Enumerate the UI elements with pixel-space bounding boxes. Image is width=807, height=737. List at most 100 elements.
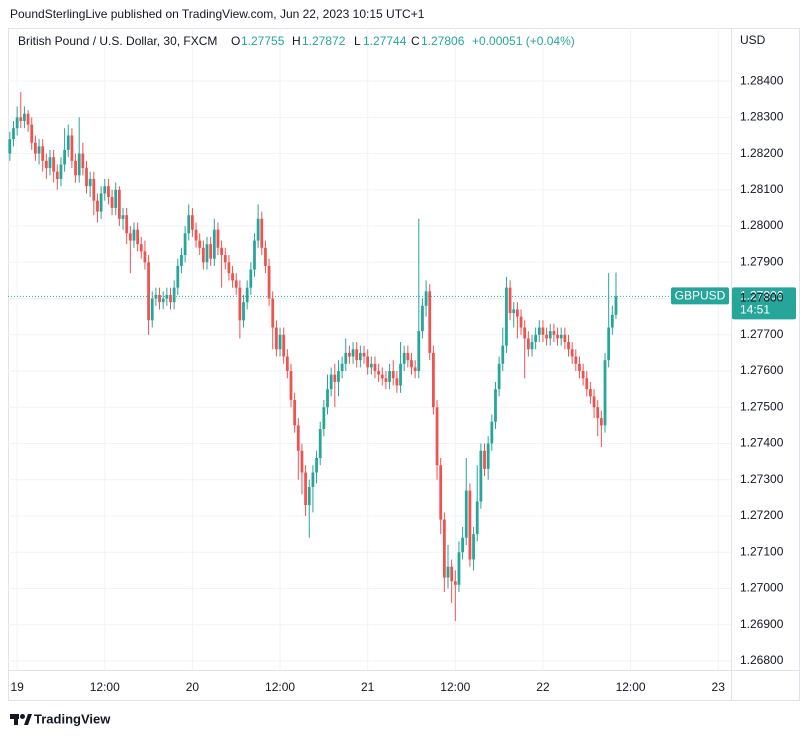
candle-body bbox=[337, 371, 340, 382]
candle-body bbox=[245, 287, 249, 303]
candle-body bbox=[497, 363, 501, 390]
price-tag-box bbox=[732, 287, 796, 320]
x-tick-label: 12:00 bbox=[440, 680, 470, 694]
legend-change: +0.00051 (+0.04%) bbox=[472, 34, 575, 48]
candle-body bbox=[169, 294, 172, 303]
candle-body bbox=[548, 331, 552, 339]
candle-body bbox=[260, 218, 264, 248]
candle-body bbox=[545, 334, 548, 339]
candle-body bbox=[220, 247, 224, 256]
candle-body bbox=[26, 113, 30, 125]
candle-body bbox=[483, 450, 486, 469]
candle-body bbox=[249, 269, 253, 288]
candle-body bbox=[296, 425, 300, 451]
symbol-tag-box bbox=[671, 287, 729, 305]
price-tag: 1.27806 bbox=[740, 289, 784, 303]
candle-body bbox=[209, 244, 213, 259]
legend-low-value: 1.27744 bbox=[363, 34, 407, 48]
candle-body bbox=[315, 457, 318, 473]
symbol-tag: GBPUSD bbox=[675, 289, 726, 303]
candle-body bbox=[88, 178, 92, 187]
candle-body bbox=[410, 360, 413, 368]
candle-body bbox=[340, 363, 344, 372]
candle-body bbox=[450, 566, 454, 582]
candle-body bbox=[55, 171, 59, 179]
x-tick-label: 23 bbox=[712, 680, 726, 694]
candle-body bbox=[395, 378, 399, 386]
candle-body bbox=[322, 407, 326, 430]
candle-body bbox=[603, 360, 607, 426]
candle-body bbox=[187, 215, 191, 234]
legend-title: British Pound / U.S. Dollar, 30, FXCM bbox=[18, 34, 217, 48]
candle-body bbox=[439, 465, 443, 520]
candle-body bbox=[12, 128, 15, 140]
candle-body bbox=[139, 244, 143, 252]
candle-body bbox=[30, 124, 34, 143]
candle-body bbox=[432, 352, 435, 408]
y-tick-label: 1.27500 bbox=[740, 399, 784, 413]
candle-body bbox=[599, 418, 603, 426]
candle-body bbox=[114, 189, 118, 208]
candle-body bbox=[472, 534, 475, 560]
candle-body bbox=[446, 566, 450, 578]
y-tick-label: 1.27000 bbox=[740, 581, 784, 595]
candle-body bbox=[490, 421, 494, 444]
candle-body bbox=[348, 352, 351, 357]
candle-body bbox=[264, 247, 267, 266]
candle-body bbox=[143, 251, 147, 263]
candle-body bbox=[293, 400, 297, 426]
candle-body bbox=[70, 135, 74, 161]
y-tick-label: 1.28400 bbox=[740, 73, 784, 87]
candle-body bbox=[278, 334, 282, 350]
y-tick-label: 1.27700 bbox=[740, 327, 784, 341]
candle-body bbox=[19, 117, 23, 121]
candle-body bbox=[607, 327, 611, 361]
legend-close-label: C bbox=[411, 34, 420, 48]
candle-body bbox=[74, 160, 77, 176]
candle-body bbox=[537, 327, 541, 335]
logo-slash bbox=[24, 714, 32, 725]
candle-body bbox=[486, 443, 490, 469]
candle-body bbox=[150, 298, 154, 321]
x-tick-label: 22 bbox=[536, 680, 550, 694]
candle-body bbox=[559, 334, 563, 339]
candle-body bbox=[8, 139, 12, 154]
candle-body bbox=[15, 117, 19, 129]
logo-dot bbox=[20, 714, 25, 719]
candle-body bbox=[515, 309, 519, 317]
x-tick-label: 20 bbox=[186, 680, 200, 694]
candle-body bbox=[406, 352, 410, 361]
candle-body bbox=[384, 378, 388, 382]
candle-body bbox=[41, 146, 45, 161]
candle-body bbox=[176, 265, 180, 288]
candle-body bbox=[501, 345, 505, 364]
candle-body bbox=[552, 331, 556, 335]
candle-body bbox=[344, 352, 348, 364]
candle-body bbox=[37, 146, 41, 154]
countdown: 14:51 bbox=[740, 303, 770, 317]
candle-body bbox=[44, 160, 48, 169]
candle-body bbox=[369, 363, 373, 368]
candle-body bbox=[59, 164, 63, 179]
candle-body bbox=[274, 327, 278, 350]
candle-body bbox=[442, 519, 446, 578]
candle-body bbox=[136, 229, 140, 245]
candle-body bbox=[326, 389, 329, 408]
y-tick-label: 1.28100 bbox=[740, 182, 784, 196]
candle-body bbox=[581, 371, 585, 379]
candle-body bbox=[99, 193, 103, 212]
candle-body bbox=[107, 186, 110, 198]
candle-body bbox=[311, 472, 315, 487]
legend-close-value: 1.27806 bbox=[421, 34, 465, 48]
footer-brand: TradingView bbox=[34, 711, 111, 726]
candle-body bbox=[461, 537, 465, 553]
candle-body bbox=[125, 215, 129, 234]
legend-open-value: 1.27755 bbox=[241, 34, 285, 48]
candle-body bbox=[227, 262, 231, 274]
candle-body bbox=[530, 342, 534, 350]
candle-body bbox=[110, 197, 114, 208]
candle-body bbox=[300, 450, 304, 473]
candle-body bbox=[117, 189, 121, 219]
candle-body bbox=[96, 200, 99, 212]
